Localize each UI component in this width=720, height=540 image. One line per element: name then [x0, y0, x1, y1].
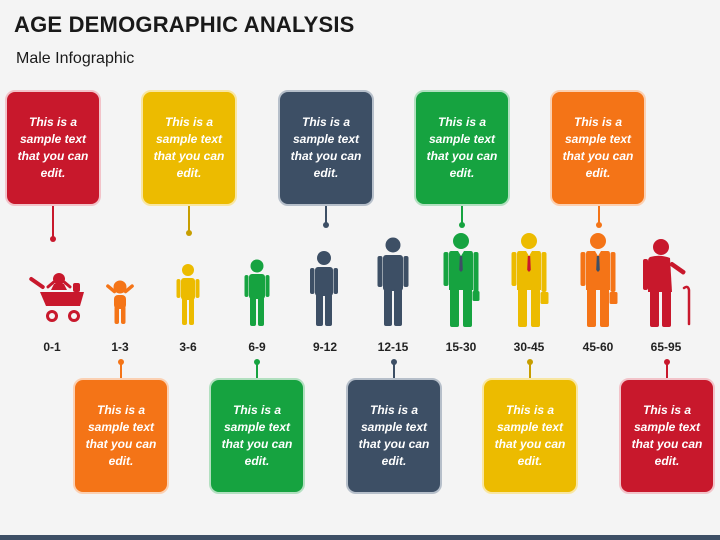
callout-text: This is a sample text that you can edit.: [631, 403, 703, 468]
callout-text: This is a sample text that you can edit.: [221, 403, 293, 468]
footer-bar: [0, 535, 720, 540]
callout-text: This is a sample text that you can edit.: [562, 115, 634, 180]
connector-line: [120, 362, 122, 378]
boy-icon: [244, 259, 270, 326]
callout-box-45-60[interactable]: This is a sample text that you can edit.: [550, 90, 646, 206]
connector-dot: [663, 359, 670, 365]
callout-text: This is a sample text that you can edit.: [17, 115, 89, 180]
connector-line: [52, 206, 54, 238]
callout-box-15-30[interactable]: This is a sample text that you can edit.: [414, 90, 510, 206]
callout-text: This is a sample text that you can edit.: [426, 115, 498, 180]
elderly-man-icon: [643, 239, 691, 327]
callout-text: This is a sample text that you can edit.: [153, 115, 225, 180]
connector-line: [461, 206, 463, 224]
age-label-12-15: 12-15: [377, 340, 409, 354]
age-label-0-1: 0-1: [43, 340, 61, 354]
callout-text: This is a sample text that you can edit.: [358, 403, 430, 468]
connector-dot: [117, 359, 124, 365]
callout-box-30-45[interactable]: This is a sample text that you can edit.: [482, 378, 578, 494]
callout-box-9-12[interactable]: This is a sample text that you can edit.: [278, 90, 374, 206]
toddler-icon: [106, 280, 134, 324]
callout-box-0-1[interactable]: This is a sample text that you can edit.: [5, 90, 101, 206]
age-label-30-45: 30-45: [513, 340, 545, 354]
age-label-3-6: 3-6: [179, 340, 197, 354]
callout-text: This is a sample text that you can edit.: [85, 403, 157, 468]
callout-box-6-9[interactable]: This is a sample text that you can edit.: [209, 378, 305, 494]
connector-dot: [595, 222, 602, 228]
young-man-icon: [443, 233, 480, 327]
connector-dot: [253, 359, 260, 365]
connector-line: [598, 206, 600, 224]
teen-icon: [377, 237, 409, 326]
child-icon: [176, 264, 200, 325]
page-title: AGE DEMOGRAPHIC ANALYSIS: [14, 12, 355, 37]
middle-aged-man-icon: [580, 233, 618, 327]
connector-line: [666, 362, 668, 378]
age-label-9-12: 9-12: [312, 340, 338, 354]
baby-stroller-icon: [29, 273, 84, 322]
preteen-icon: [310, 251, 338, 326]
connector-line: [529, 362, 531, 378]
connector-line: [325, 206, 327, 224]
age-label-45-60: 45-60: [582, 340, 614, 354]
age-label-15-30: 15-30: [445, 340, 477, 354]
connector-dot: [526, 359, 533, 365]
callout-box-3-6[interactable]: This is a sample text that you can edit.: [141, 90, 237, 206]
connector-line: [256, 362, 258, 378]
age-label-1-3: 1-3: [111, 340, 129, 354]
callout-box-12-15[interactable]: This is a sample text that you can edit.: [346, 378, 442, 494]
connector-dot: [458, 222, 465, 228]
callout-box-65-95[interactable]: This is a sample text that you can edit.: [619, 378, 715, 494]
connector-dot: [49, 236, 56, 242]
connector-dot: [390, 359, 397, 365]
page-subtitle: Male Infographic: [16, 50, 135, 67]
callout-text: This is a sample text that you can edit.: [494, 403, 566, 468]
adult-man-icon: [511, 233, 549, 327]
connector-dot: [185, 230, 192, 236]
connector-line: [393, 362, 395, 378]
callout-text: This is a sample text that you can edit.: [290, 115, 362, 180]
connector-dot: [322, 222, 329, 228]
age-label-65-95: 65-95: [650, 340, 682, 354]
connector-line: [188, 206, 190, 232]
age-label-6-9: 6-9: [248, 340, 266, 354]
callout-box-1-3[interactable]: This is a sample text that you can edit.: [73, 378, 169, 494]
